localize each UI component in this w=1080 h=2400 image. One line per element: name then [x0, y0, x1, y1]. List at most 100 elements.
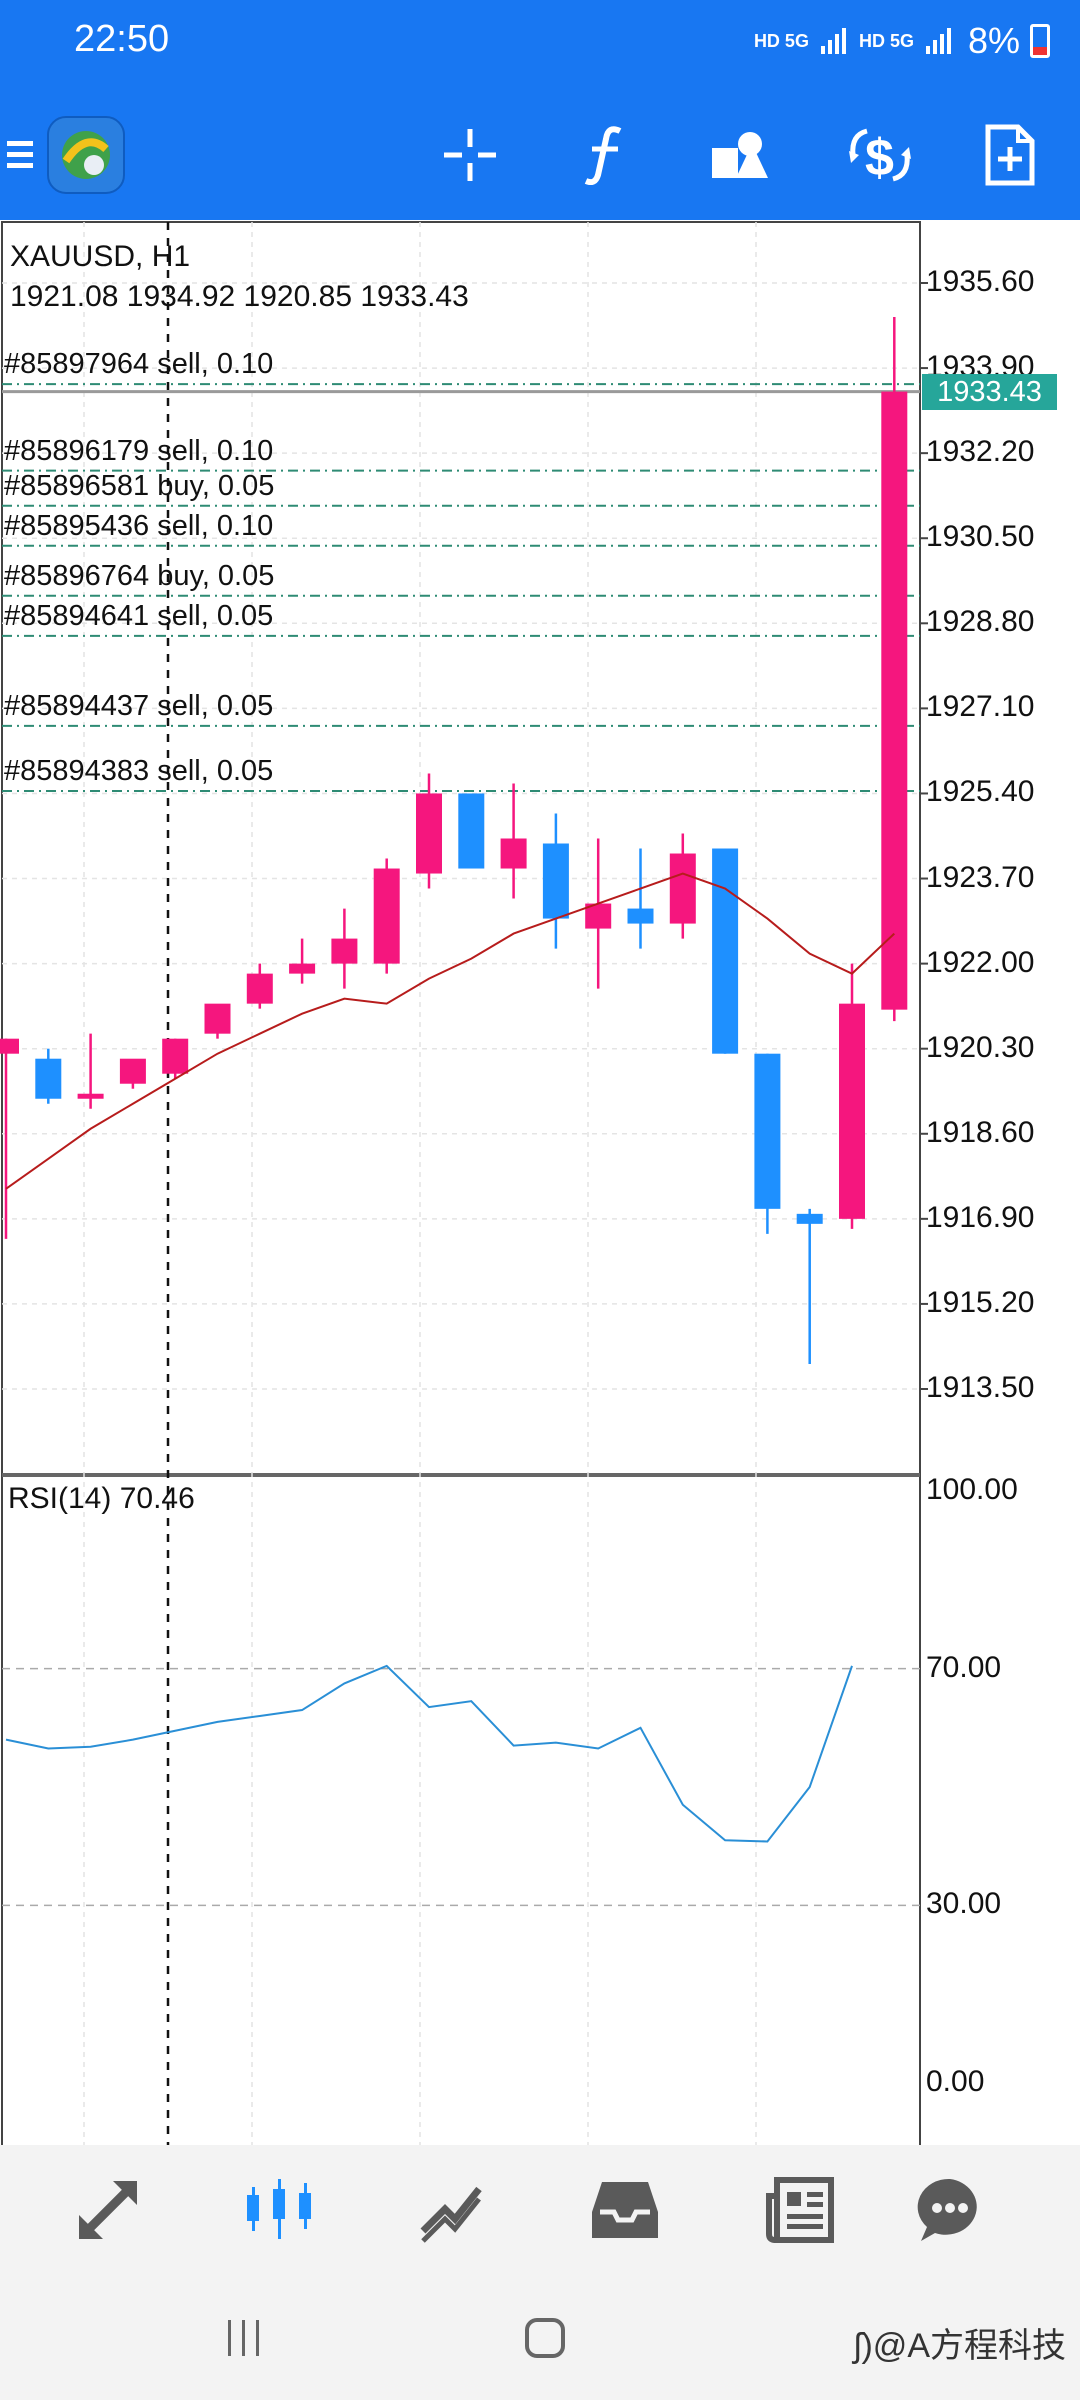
- price-axis-label: 1928.80: [926, 605, 1035, 639]
- current-price-value: 1933.43: [937, 375, 1042, 408]
- recent-apps-icon: [228, 2319, 259, 2356]
- menu-icon: [7, 141, 33, 168]
- order-label: #85894437 sell, 0.05: [4, 689, 274, 722]
- chart-area[interactable]: XAUUSD, H1 1921.08 1934.92 1920.85 1933.…: [0, 220, 1080, 2357]
- candle-body: [839, 1003, 865, 1219]
- objects-button[interactable]: [690, 90, 790, 220]
- candle-body: [289, 963, 316, 974]
- nav-quotes[interactable]: [48, 2145, 168, 2275]
- objects-icon: [712, 132, 768, 178]
- rsi-line: [5, 1664, 853, 1843]
- candle-body: [0, 1038, 19, 1054]
- network-indicator-2: HD 5G: [858, 30, 914, 51]
- price-axis-label: 1916.90: [926, 1200, 1035, 1234]
- candle-body: [500, 838, 527, 869]
- candle-body: [881, 391, 908, 1010]
- candle-body: [204, 1003, 231, 1034]
- nav-chat[interactable]: [890, 2145, 1010, 2275]
- price-axis-label: 1930.50: [926, 520, 1035, 554]
- nav-news[interactable]: [740, 2145, 860, 2275]
- home-icon: [525, 2317, 565, 2358]
- home-button[interactable]: [485, 2275, 605, 2400]
- new-order-button[interactable]: [960, 90, 1060, 220]
- nav-chart[interactable]: [219, 2145, 339, 2275]
- candle-body: [669, 853, 696, 924]
- candle-body: [712, 848, 739, 1054]
- moving-average-line: [5, 872, 895, 1190]
- candle-body: [373, 868, 400, 964]
- price-axis-label: 1915.20: [926, 1285, 1035, 1319]
- candle-body: [246, 973, 273, 1004]
- rsi-axis-label: 100.00: [926, 1473, 1018, 1506]
- signal-icon: [820, 28, 846, 54]
- candle-body: [458, 793, 485, 869]
- order-label: #85896764 buy, 0.05: [4, 559, 275, 592]
- candle-body: [331, 938, 358, 964]
- candle-body: [35, 1058, 62, 1099]
- battery-icon: [1030, 24, 1050, 58]
- indicators-button[interactable]: [555, 90, 655, 220]
- current-price-tag: 1933.43: [922, 373, 1057, 410]
- rsi-plot-frame: [1, 1474, 921, 2145]
- order-label: #85896581 buy, 0.05: [4, 469, 275, 502]
- menu-button[interactable]: [0, 90, 40, 220]
- nav-history[interactable]: [565, 2145, 685, 2275]
- candle-body: [162, 1038, 189, 1074]
- order-label: #85894641 sell, 0.05: [4, 599, 274, 632]
- nav-trade[interactable]: [392, 2145, 512, 2275]
- metatrader-app-icon: [47, 116, 125, 194]
- price-axis-label: 1920.30: [926, 1030, 1035, 1064]
- new-document-icon: [985, 124, 1035, 186]
- news-icon: [766, 2177, 834, 2243]
- price-axis-label: 1927.10: [926, 690, 1035, 724]
- candle-body: [542, 843, 569, 919]
- order-label: #85894383 sell, 0.05: [4, 754, 274, 787]
- order-label: #85897964 sell, 0.10: [4, 348, 274, 381]
- candle-body: [119, 1058, 146, 1084]
- candle-body: [754, 1053, 781, 1209]
- price-axis-label: 1913.50: [926, 1371, 1035, 1404]
- watermark-logo: ʃ)@A方程科技: [853, 2327, 1066, 2365]
- svg-text:$: $: [865, 129, 894, 185]
- order-label: #85895436 sell, 0.10: [4, 509, 274, 542]
- trade-dollar-icon: $: [849, 128, 911, 185]
- clock: 22:50: [74, 18, 170, 60]
- chart-candles-icon: [247, 2179, 311, 2239]
- quotes-arrows-icon: [79, 2181, 137, 2239]
- price-axis-label: 1918.60: [926, 1115, 1035, 1149]
- candle-body: [77, 1093, 104, 1099]
- status-icons: HD 5G HD 5G 8%: [754, 20, 1050, 62]
- price-chart[interactable]: [0, 220, 1080, 2145]
- candle-body: [627, 908, 654, 924]
- chart-toolbar: $: [0, 90, 1080, 220]
- bottom-navigation: [0, 2145, 1080, 2275]
- order-label: #85896179 sell, 0.10: [4, 434, 274, 467]
- price-axis-label: 1925.40: [926, 775, 1035, 809]
- price-axis-label: 1932.20: [926, 435, 1035, 469]
- status-bar: 22:50 HD 5G HD 5G 8%: [0, 0, 1080, 90]
- price-axis-label: 1935.60: [926, 265, 1035, 298]
- inbox-icon: [592, 2182, 658, 2238]
- recent-apps-button[interactable]: [184, 2275, 304, 2400]
- battery-percent: 8%: [967, 20, 1020, 61]
- rsi-label: RSI(14) 70.46: [8, 1482, 195, 1515]
- signal-icon: [925, 28, 951, 54]
- system-navigation: [0, 2275, 1080, 2400]
- crosshair-button[interactable]: [420, 90, 520, 220]
- network-indicator-1: HD 5G: [753, 30, 809, 51]
- trade-button[interactable]: $: [825, 90, 935, 220]
- app-logo[interactable]: [44, 90, 128, 220]
- price-axis-label: 1923.70: [926, 860, 1035, 894]
- rsi-axis-label: 30.00: [926, 1887, 1002, 1921]
- indicators-icon: [584, 126, 622, 185]
- trade-trend-icon: [420, 2186, 482, 2243]
- candle-body: [585, 903, 612, 929]
- price-axis-label: 1922.00: [926, 945, 1035, 979]
- symbol-timeframe: XAUUSD, H1: [10, 240, 191, 273]
- rsi-axis-label: 0.00: [926, 2065, 985, 2098]
- crosshair-icon: [444, 129, 496, 181]
- ohlc-values: 1921.08 1934.92 1920.85 1933.43: [10, 280, 469, 313]
- candle-body: [796, 1213, 823, 1224]
- chat-bubble-icon: [917, 2178, 977, 2241]
- rsi-axis-label: 70.00: [926, 1650, 1002, 1684]
